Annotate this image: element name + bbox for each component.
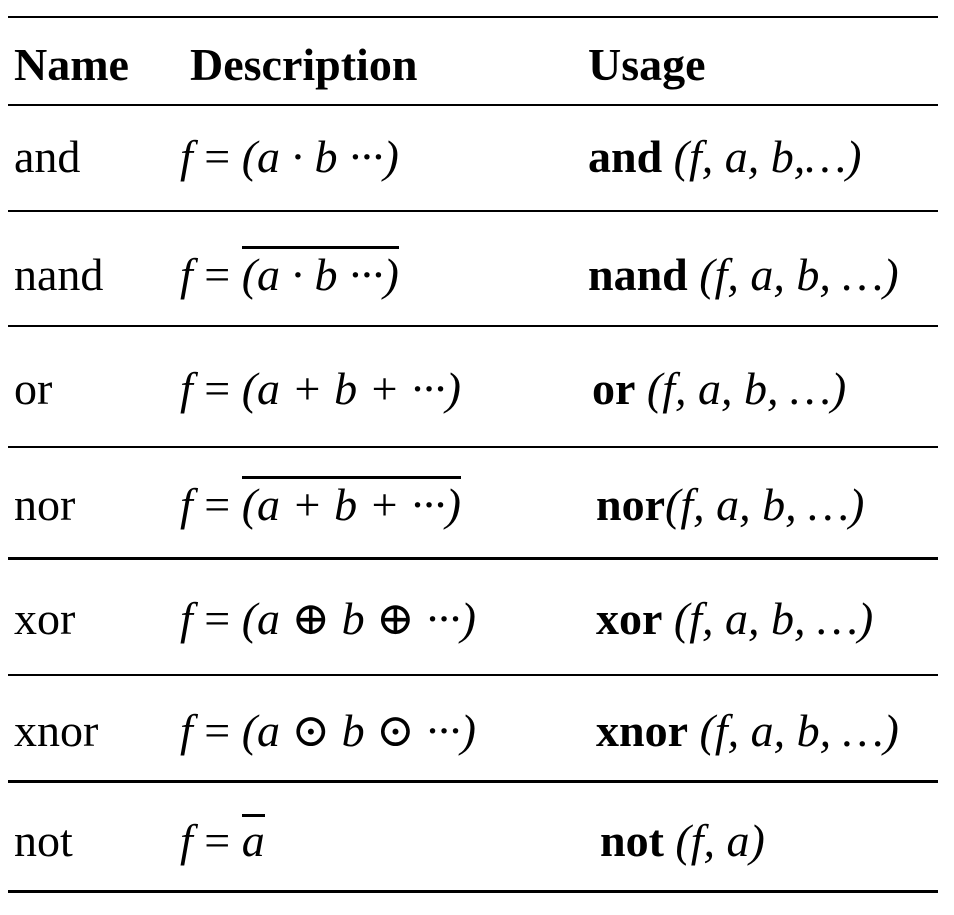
description-not: f = a — [180, 814, 265, 866]
usage-not: not (f, a) — [600, 815, 765, 866]
usage-xor: xor (f, a, b, …) — [596, 593, 874, 644]
usage-and: and (f, a, b,…) — [588, 131, 862, 182]
gate-name-nor: nor — [14, 479, 76, 530]
usage-xnor: xnor (f, a, b, …) — [596, 705, 899, 756]
header-description: Description — [190, 39, 418, 90]
row-rule — [8, 210, 938, 212]
row-rule — [8, 674, 938, 676]
row-rule — [8, 557, 938, 560]
header-rule — [8, 104, 938, 106]
row-rule — [8, 325, 938, 327]
overline-bar — [241, 476, 461, 479]
gate-name-xnor: xnor — [14, 705, 99, 756]
description-nor: f = (a + b + ···) — [180, 476, 461, 528]
header-usage: Usage — [588, 39, 706, 90]
overline-bar — [241, 814, 265, 817]
gate-name-and: and — [14, 131, 81, 182]
overline-bar — [241, 246, 399, 249]
usage-nor: nor(f, a, b, …) — [596, 479, 865, 530]
usage-nand: nand (f, a, b, …) — [588, 249, 899, 300]
gate-name-xor: xor — [14, 593, 76, 644]
header-name: Name — [14, 39, 129, 90]
gate-name-or: or — [14, 363, 53, 414]
bottom-rule — [8, 890, 938, 893]
description-nand: f = (a · b ···) — [180, 246, 399, 298]
description-or: f = (a + b + ···) — [180, 363, 461, 414]
usage-or: or (f, a, b, …) — [592, 363, 847, 414]
gate-name-nand: nand — [14, 249, 104, 300]
row-rule — [8, 780, 938, 783]
gate-name-not: not — [14, 815, 73, 866]
description-and: f = (a · b ···) — [180, 131, 399, 182]
row-rule — [8, 446, 938, 448]
top-rule — [8, 16, 938, 18]
description-xor: f = (a ⊕ b ⊕ ···) — [180, 593, 476, 644]
description-xnor: f = (a ⊙ b ⊙ ···) — [180, 705, 476, 756]
